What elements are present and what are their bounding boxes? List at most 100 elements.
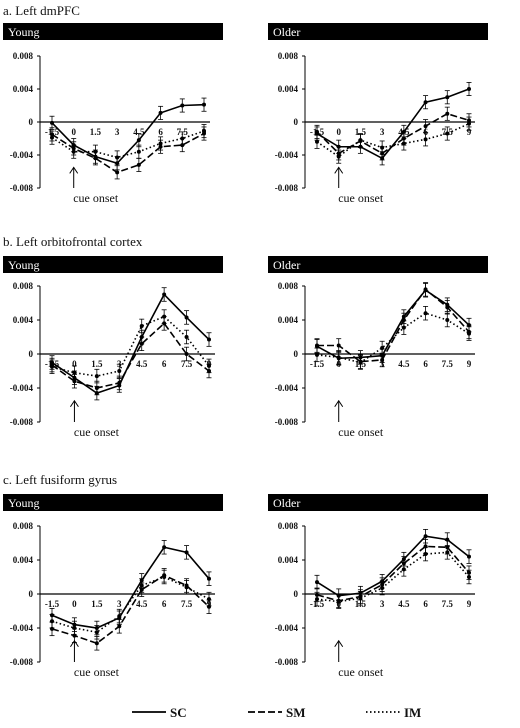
section-title-dmpfc: a. Left dmPFC [3, 3, 80, 18]
x-tick-label: 3 [380, 127, 385, 137]
data-point-im [50, 135, 54, 140]
series-line-im [316, 312, 470, 364]
x-tick-label: 7.5 [181, 359, 193, 369]
data-point-sm [445, 305, 450, 310]
data-point-im [423, 137, 428, 142]
y-tick-label: 0 [29, 589, 34, 599]
data-point-sm [136, 162, 141, 167]
data-point-im [72, 370, 77, 375]
data-point-im [445, 318, 450, 322]
x-tick-label: 4.5 [133, 127, 145, 137]
x-tick-label: 3 [115, 127, 120, 137]
data-point-im [315, 597, 319, 602]
cue-arrow-head [70, 639, 79, 648]
data-point-im [336, 599, 341, 604]
group-badge [268, 494, 488, 511]
data-point-im [467, 121, 471, 126]
data-point-im [207, 363, 211, 368]
data-point-sm [336, 343, 341, 348]
data-point-sm [94, 641, 99, 646]
data-point-im [93, 149, 98, 154]
cue-onset-label: cue onset [338, 425, 384, 439]
series-line-sm [51, 132, 205, 174]
data-point-im [467, 331, 471, 336]
x-tick-label: 6 [423, 599, 428, 609]
data-point-im [72, 626, 77, 630]
panel-left-fusiform-gyrus-older: Older0.0080.0040-0.004-0.008-1.501.534.5… [268, 494, 488, 679]
panel-left-fusiform-gyrus-young: Young 0.008 0.004 0 -0.004 -0.008 -1.5 0 1.5 3 4.5… [3, 494, 223, 679]
panel-left-dmpfc-older: Older0.0080.0040-0.004-0.008-1.501.534.5… [268, 23, 488, 205]
x-tick-label: 9 [467, 359, 472, 369]
data-point-sc [158, 110, 163, 115]
data-point-im [117, 614, 122, 619]
y-tick-label: 0 [294, 589, 299, 599]
data-point-im [184, 335, 189, 339]
cue-arrow-head [69, 166, 79, 174]
y-tick-label: 0 [294, 349, 299, 359]
data-point-im [315, 139, 319, 144]
y-tick-label: 0.008 [13, 51, 34, 61]
legend-label-sc: SC [170, 705, 187, 720]
data-point-im [50, 619, 54, 624]
x-tick-label: 9 [467, 599, 472, 609]
x-tick-label: 6 [162, 359, 167, 369]
y-tick-label: 0.004 [13, 315, 34, 325]
group-badge-label: Older [273, 496, 300, 510]
y-tick-label: 0.008 [278, 281, 299, 291]
series-line-sc [51, 103, 205, 165]
data-point-sm [184, 352, 189, 356]
data-point-sm [72, 379, 77, 384]
x-tick-label: 1.5 [91, 359, 103, 369]
y-tick-label: -0.004 [10, 383, 34, 393]
y-tick-label: -0.008 [10, 657, 34, 667]
series-line-sc [316, 535, 470, 597]
data-point-im [50, 364, 54, 369]
cue-onset-label: cue onset [338, 191, 384, 205]
x-tick-label: 7.5 [442, 599, 454, 609]
data-point-sc [315, 580, 319, 585]
legend: SC SM IM [132, 705, 421, 720]
data-point-im [139, 583, 144, 588]
x-tick-label: 9 [467, 127, 472, 137]
data-point-im [423, 311, 428, 316]
series-line-im [51, 315, 210, 377]
group-badge [3, 23, 223, 40]
series-line-im [51, 576, 210, 634]
series-line-sm [51, 322, 210, 389]
data-point-sc [467, 87, 471, 91]
x-tick-label: 1.5 [355, 127, 367, 137]
data-point-sc [136, 138, 141, 143]
y-tick-label: -0.008 [275, 183, 299, 193]
group-badge-label: Young [8, 496, 39, 510]
data-point-im [162, 575, 167, 579]
data-point-sm [380, 357, 385, 362]
data-point-im [184, 585, 189, 590]
data-point-im [162, 314, 167, 319]
data-point-sc [184, 550, 189, 555]
data-point-im [336, 154, 341, 159]
data-point-im [401, 567, 406, 572]
data-point-im [202, 129, 206, 134]
x-tick-label: 0 [71, 127, 76, 137]
x-tick-label: 1.5 [90, 127, 102, 137]
cue-onset-label: cue onset [73, 191, 119, 205]
y-tick-label: -0.004 [10, 150, 34, 160]
data-point-sc [162, 545, 167, 550]
data-point-im [71, 149, 76, 154]
series-line-im [316, 551, 470, 603]
legend-label-im: IM [404, 705, 421, 720]
data-point-sm [315, 343, 319, 348]
x-tick-label: -1.5 [310, 359, 325, 369]
data-point-sc [423, 534, 428, 539]
group-badge-label: Young [8, 25, 39, 39]
x-tick-label: 7.5 [442, 359, 454, 369]
data-point-sm [423, 287, 428, 292]
data-point-sm [139, 341, 144, 346]
series-line-sm [316, 545, 470, 602]
data-point-sc [207, 576, 211, 581]
x-tick-label: 6 [158, 127, 163, 137]
data-point-sc [467, 554, 471, 559]
x-tick-label: 6 [423, 359, 428, 369]
